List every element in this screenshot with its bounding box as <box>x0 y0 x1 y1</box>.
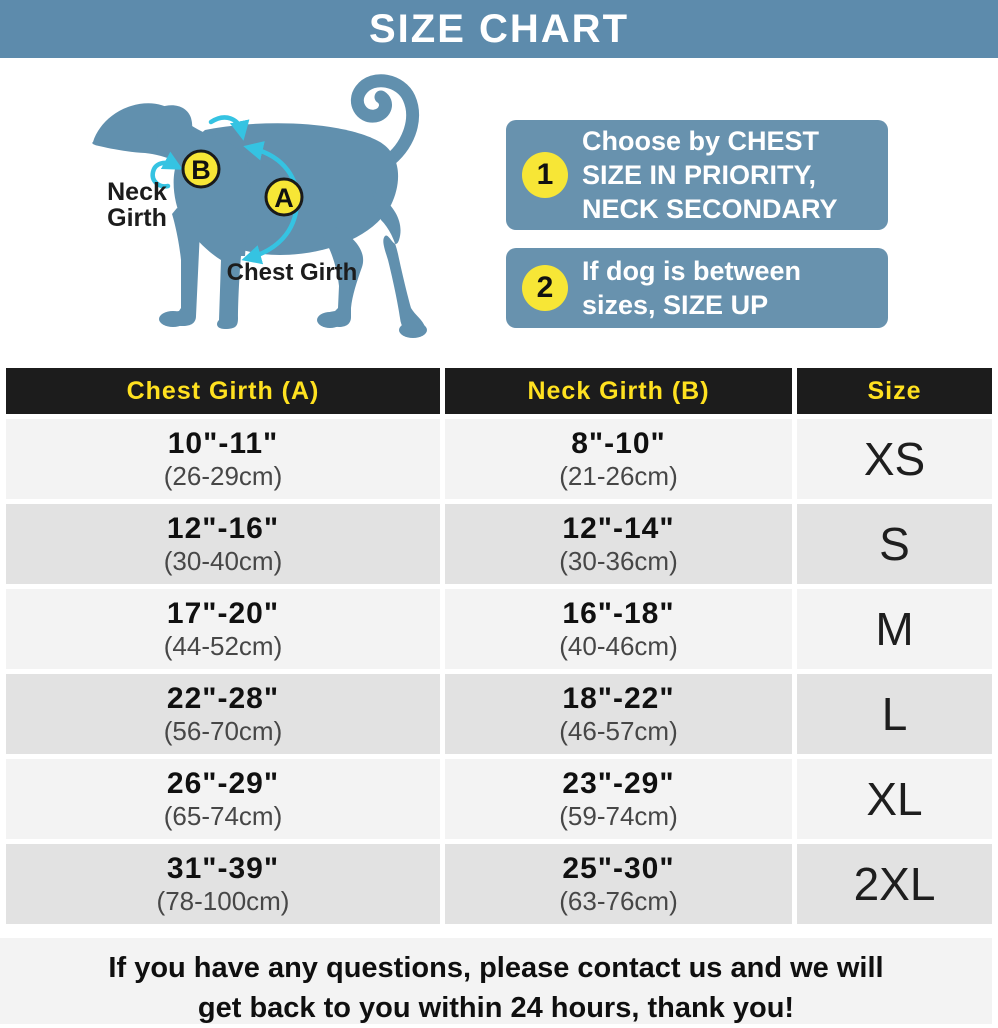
table-row-s: 12"-16" (30-40cm) 12"-14" (30-36cm) S <box>6 504 992 584</box>
header-cell-size: Size <box>797 368 992 414</box>
chest-cm: (56-70cm) <box>163 716 283 746</box>
neck-girth-arrow-front <box>150 151 183 189</box>
size-cell: XL <box>797 759 992 839</box>
tip-2-text-line: If dog is between <box>582 256 802 286</box>
header-cell-neck: Neck Girth (B) <box>445 368 792 414</box>
neck-inches: 12"-14" <box>562 512 675 545</box>
size-cell: S <box>797 504 992 584</box>
tip-2-number-badge: 2 <box>522 265 568 311</box>
tip-2-box: 2 If dog is between sizes, SIZE UP <box>506 248 888 328</box>
chest-inches: 22"-28" <box>166 682 280 715</box>
size-cell: L <box>797 674 992 754</box>
dog-measurement-diagram: B A Neck Girth Chest Girth <box>92 74 427 338</box>
chest-cm: (26-29cm) <box>163 461 283 491</box>
table-row-xs: 10"-11" (26-29cm) 8"-10" (21-26cm) XS <box>6 419 992 499</box>
chest-cm: (30-40cm) <box>163 546 283 576</box>
neck-cell: 8"-10" (21-26cm) <box>445 419 792 499</box>
dog-ear <box>157 105 193 156</box>
chest-cell: 31"-39" (78-100cm) <box>6 844 440 924</box>
tip-2-text-line: sizes, SIZE UP <box>582 290 769 320</box>
header-label: Neck Girth (B) <box>527 376 710 405</box>
table-row-2xl: 31"-39" (78-100cm) 25"-30" (63-76cm) 2XL <box>6 844 992 924</box>
dog-tail <box>350 74 420 169</box>
measurement-illustration: B A Neck Girth Chest Girth 1 Choose by C… <box>0 58 998 368</box>
size-cell: XS <box>797 419 992 499</box>
tip-1-text-line: NECK SECONDARY <box>582 194 838 224</box>
neck-inches: 16"-18" <box>562 597 675 630</box>
neck-inches: 25"-30" <box>562 852 675 885</box>
neck-cm: (59-74cm) <box>559 801 678 831</box>
size-value: 2XL <box>853 858 936 910</box>
neck-girth-label-line2: Girth <box>107 204 167 232</box>
size-value: XS <box>863 433 926 485</box>
size-value: L <box>881 688 908 740</box>
contact-note-line-2: get back to you within 24 hours, thank y… <box>197 992 795 1024</box>
chest-cm: (44-52cm) <box>163 631 283 661</box>
size-value: M <box>875 603 914 655</box>
marker-a-badge: A <box>264 177 304 217</box>
chest-cell: 17"-20" (44-52cm) <box>6 589 440 669</box>
header-cell-chest: Chest Girth (A) <box>6 368 440 414</box>
marker-b-letter: B <box>191 155 211 185</box>
tip-1-text-line: SIZE IN PRIORITY, <box>582 160 817 190</box>
neck-cell: 18"-22" (46-57cm) <box>445 674 792 754</box>
dog-far-hind-paw <box>399 322 427 338</box>
neck-cm: (30-36cm) <box>559 546 678 576</box>
chest-cell: 26"-29" (65-74cm) <box>6 759 440 839</box>
neck-cell: 12"-14" (30-36cm) <box>445 504 792 584</box>
header-label: Chest Girth (A) <box>126 376 320 405</box>
dog-front-paw <box>159 311 187 327</box>
size-value: XL <box>866 773 923 825</box>
chest-inches: 12"-16" <box>166 512 280 545</box>
size-table: Chest Girth (A) Neck Girth (B) Size 10"-… <box>6 368 992 924</box>
table-row-xl: 26"-29" (65-74cm) 23"-29" (59-74cm) XL <box>6 759 992 839</box>
neck-girth-arrow-withers <box>208 115 250 141</box>
contact-note: If you have any questions, please contac… <box>0 938 992 1024</box>
chest-cell: 22"-28" (56-70cm) <box>6 674 440 754</box>
size-cell: 2XL <box>797 844 992 924</box>
header-label: Size <box>867 376 922 405</box>
tip-1-text-line: Choose by CHEST <box>582 126 820 156</box>
dog-front-leg <box>165 208 201 326</box>
neck-cell: 23"-29" (59-74cm) <box>445 759 792 839</box>
contact-note-line-1: If you have any questions, please contac… <box>108 952 884 984</box>
chest-inches: 17"-20" <box>166 597 280 630</box>
neck-cm: (21-26cm) <box>559 461 678 491</box>
dog-far-hind-leg <box>371 190 426 336</box>
neck-inches: 8"-10" <box>571 427 666 460</box>
chest-cm: (78-100cm) <box>156 886 290 916</box>
page-title: SIZE CHART <box>369 6 629 51</box>
tip-1-number-badge: 1 <box>522 152 568 198</box>
chest-inches: 26"-29" <box>166 767 280 800</box>
neck-inches: 18"-22" <box>562 682 675 715</box>
marker-b-badge: B <box>181 149 221 189</box>
neck-cm: (40-46cm) <box>559 631 678 661</box>
dog-hind-leg <box>322 226 364 327</box>
chest-cell: 10"-11" (26-29cm) <box>6 419 440 499</box>
size-chart-banner: SIZE CHART <box>0 0 998 58</box>
chest-inches: 31"-39" <box>166 852 280 885</box>
neck-cell: 16"-18" (40-46cm) <box>445 589 792 669</box>
neck-cell: 25"-30" (63-76cm) <box>445 844 792 924</box>
neck-cm: (63-76cm) <box>559 886 678 916</box>
chest-cm: (65-74cm) <box>163 801 283 831</box>
size-value: S <box>879 518 910 570</box>
neck-inches: 23"-29" <box>562 767 675 800</box>
table-row-l: 22"-28" (56-70cm) 18"-22" (46-57cm) L <box>6 674 992 754</box>
chest-inches: 10"-11" <box>167 427 279 460</box>
chest-girth-label: Chest Girth <box>227 259 358 286</box>
tip-1-box: 1 Choose by CHEST SIZE IN PRIORITY, NECK… <box>506 120 888 230</box>
table-header-row: Chest Girth (A) Neck Girth (B) Size <box>6 368 992 414</box>
neck-cm: (46-57cm) <box>559 716 678 746</box>
marker-a-letter: A <box>274 183 294 213</box>
chest-cell: 12"-16" (30-40cm) <box>6 504 440 584</box>
size-cell: M <box>797 589 992 669</box>
neck-girth-label-line1: Neck <box>107 178 167 206</box>
table-row-m: 17"-20" (44-52cm) 16"-18" (40-46cm) M <box>6 589 992 669</box>
dog-hind-paw <box>317 312 343 328</box>
